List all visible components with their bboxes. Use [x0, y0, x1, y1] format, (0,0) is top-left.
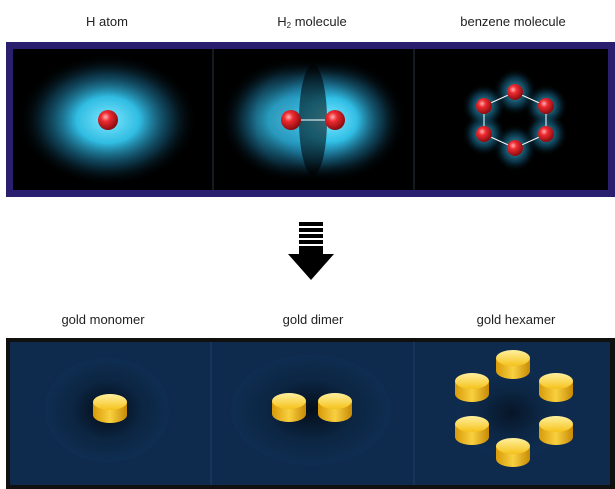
gold-disk	[272, 393, 306, 422]
benzene-atom	[538, 126, 554, 142]
gold-disk	[93, 394, 127, 423]
benzene-atom	[476, 98, 492, 114]
bottom-panel	[6, 338, 615, 489]
benzene-atom	[476, 126, 492, 142]
label-gold-dimer: gold dimer	[282, 312, 344, 327]
label-h-atom: H atom	[86, 14, 128, 29]
gold-disk	[496, 438, 530, 467]
gold-disk	[318, 393, 352, 422]
dimer-shadow	[231, 355, 391, 465]
label-benzene-molecule: benzene molecule	[460, 14, 566, 29]
h-atom-sphere	[98, 110, 118, 130]
gold-disk	[455, 373, 489, 402]
benzene-atom	[507, 84, 523, 100]
benzene-atom	[538, 98, 554, 114]
down-arrow-icon	[288, 222, 334, 280]
gold-disk	[496, 350, 530, 379]
top-panel	[6, 42, 615, 197]
benzene-atom	[507, 140, 523, 156]
label-gold-monomer: gold monomer	[61, 312, 145, 327]
gold-disk	[455, 416, 489, 445]
h2-atom-left	[281, 110, 301, 130]
gold-disk	[539, 416, 573, 445]
label-gold-hexamer: gold hexamer	[476, 312, 556, 327]
h2-atom-right	[325, 110, 345, 130]
gold-disk	[539, 373, 573, 402]
label-h2-molecule: H2 molecule	[277, 14, 347, 30]
